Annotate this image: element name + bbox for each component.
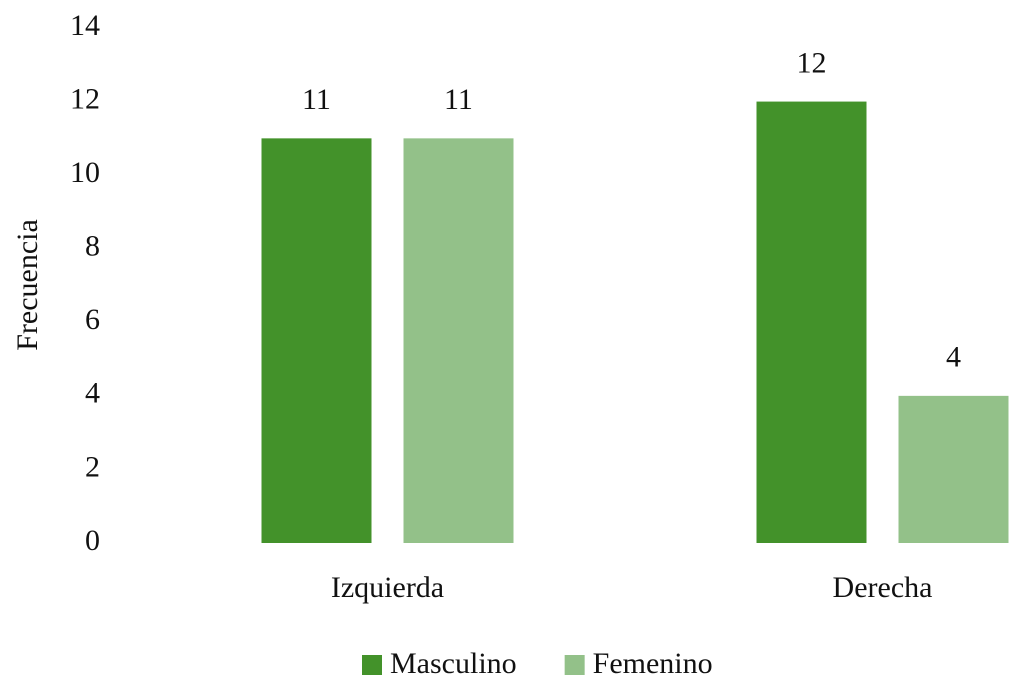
y-tick-label: 8 bbox=[85, 230, 100, 263]
y-axis-label: Frecuencia bbox=[11, 219, 44, 351]
x-tick-label: Izquierda bbox=[331, 571, 444, 604]
legend-label: Femenino bbox=[593, 647, 713, 680]
y-tick-label: 2 bbox=[85, 450, 100, 483]
bar bbox=[898, 395, 1009, 543]
x-tick-label: Derecha bbox=[833, 571, 933, 604]
legend-label: Masculino bbox=[390, 647, 517, 680]
y-tick-label: 0 bbox=[85, 524, 100, 557]
bar bbox=[261, 138, 372, 543]
value-label: 11 bbox=[444, 83, 473, 116]
value-label: 11 bbox=[302, 83, 331, 116]
legend-swatch bbox=[564, 655, 585, 675]
value-label: 12 bbox=[797, 46, 827, 79]
y-tick-label: 6 bbox=[85, 303, 100, 336]
value-label: 4 bbox=[946, 341, 961, 374]
y-tick-label: 14 bbox=[70, 9, 100, 42]
y-tick-label: 12 bbox=[70, 82, 100, 115]
legend-swatch bbox=[362, 655, 382, 675]
bar bbox=[403, 138, 514, 543]
bar bbox=[756, 101, 867, 544]
y-tick-label: 4 bbox=[85, 377, 100, 410]
y-tick-label: 10 bbox=[70, 156, 100, 189]
